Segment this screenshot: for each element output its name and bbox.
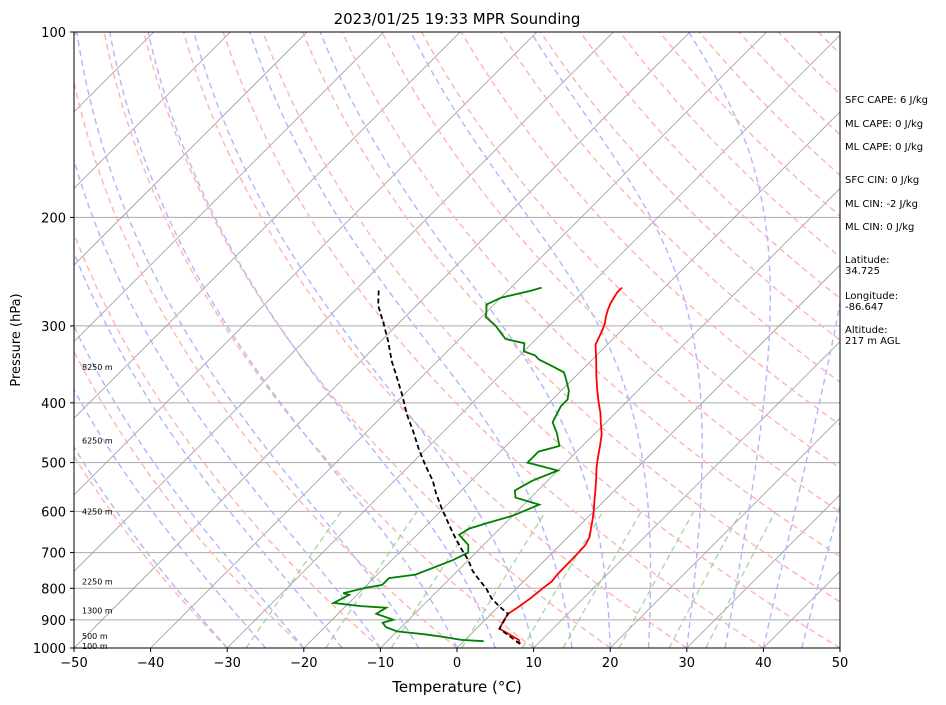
y-tick-label: 700 bbox=[41, 547, 66, 562]
mixing-ratio-line bbox=[461, 510, 547, 648]
x-tick-label: 50 bbox=[832, 656, 849, 671]
y-tick-label: 500 bbox=[41, 457, 66, 472]
isotherm-line bbox=[533, 341, 840, 648]
chart-title: 2023/01/25 19:33 MPR Sounding bbox=[334, 10, 581, 28]
y-tick-label: 900 bbox=[41, 614, 66, 629]
moist-adiabat-line bbox=[74, 250, 343, 648]
moist-adiabat-line bbox=[109, 32, 458, 648]
dry-adiabat-line bbox=[579, 32, 840, 300]
y-tick-label: 1000 bbox=[33, 642, 66, 657]
moist-adiabat-line bbox=[688, 32, 771, 648]
mixing-ratio-line bbox=[521, 510, 604, 648]
isotherm-line bbox=[74, 32, 614, 572]
height-label: 8250 m bbox=[82, 363, 113, 372]
isotherm-line bbox=[74, 32, 461, 419]
y-axis-label: Pressure (hPa) bbox=[9, 293, 24, 386]
sounding-lines bbox=[330, 286, 623, 645]
x-tick-label: 10 bbox=[525, 656, 542, 671]
moist-adiabat-line bbox=[76, 32, 420, 648]
height-label: 1300 m bbox=[82, 607, 113, 616]
latitude-value: 34.725 bbox=[845, 266, 880, 277]
isotherm-line bbox=[226, 34, 840, 648]
y-tick-label: 800 bbox=[41, 582, 66, 597]
x-tick-label: −30 bbox=[213, 656, 240, 671]
ml-cin-text-2: ML CIN: 0 J/kg bbox=[845, 222, 915, 233]
longitude-label: Longitude: bbox=[845, 291, 899, 302]
dry-adiabat-line bbox=[74, 231, 381, 648]
dewpoint-line bbox=[330, 286, 570, 643]
mixing-ratio-line bbox=[705, 510, 777, 648]
moist-adiabat-line bbox=[410, 32, 652, 648]
isotherm-line bbox=[74, 32, 231, 189]
sfc-cin-text: SFC CIN: 0 J/kg bbox=[845, 175, 920, 186]
isotherm-line bbox=[74, 32, 384, 343]
height-label: 4250 m bbox=[82, 507, 113, 516]
isotherm-line bbox=[303, 111, 840, 648]
y-tick-label: 100 bbox=[41, 26, 66, 41]
x-tick-label: 20 bbox=[602, 656, 619, 671]
moist-adiabat-line bbox=[530, 32, 703, 648]
dry-adiabat-line bbox=[262, 32, 840, 648]
isotherm-line bbox=[74, 32, 691, 648]
height-label: 6250 m bbox=[82, 436, 113, 445]
isotherm-line bbox=[456, 264, 840, 648]
isotherm-line bbox=[609, 417, 840, 648]
x-tick-label: −40 bbox=[137, 656, 164, 671]
x-tick-label: 0 bbox=[453, 656, 461, 671]
height-label: 2250 m bbox=[82, 578, 113, 587]
x-tick-label: −50 bbox=[60, 656, 87, 671]
mixing-ratio-line bbox=[562, 510, 642, 648]
y-tick-label: 300 bbox=[41, 320, 66, 335]
dry-adiabat-line bbox=[103, 32, 535, 648]
longitude-value: -86.647 bbox=[845, 302, 884, 313]
isotherm-line bbox=[74, 32, 308, 266]
moist-adiabat-line bbox=[249, 32, 573, 648]
moist-adiabat-line bbox=[801, 503, 840, 648]
sfc-cape-text: SFC CAPE: 6 J/kg bbox=[845, 95, 928, 106]
mixing-ratio-line bbox=[245, 510, 342, 648]
dry-adiabat-line bbox=[74, 349, 305, 648]
altitude-value: 217 m AGL bbox=[845, 336, 901, 347]
height-label: 100 m bbox=[82, 642, 108, 651]
mixing-ratio-line bbox=[668, 510, 742, 648]
y-tick-label: 600 bbox=[41, 505, 66, 520]
moist-adiabat-line bbox=[74, 445, 228, 648]
moist-adiabat-line bbox=[147, 32, 496, 648]
height-label: 500 m bbox=[82, 632, 108, 641]
ml-cape-text: ML CAPE: 0 J/kg bbox=[845, 119, 924, 130]
x-tick-label: −20 bbox=[290, 656, 317, 671]
x-tick-label: −10 bbox=[367, 656, 394, 671]
y-tick-label: 200 bbox=[41, 211, 66, 226]
x-axis-label: Temperature (°C) bbox=[391, 678, 521, 696]
axes: −50 −40 −30 −20 −10 0 10 20 30 40 50 100 200 300 400 50… bbox=[33, 26, 848, 671]
latitude-label: Latitude: bbox=[845, 255, 890, 266]
x-tick-label: 30 bbox=[679, 656, 696, 671]
isotherm-line bbox=[150, 32, 767, 648]
isotherm-line bbox=[380, 187, 840, 648]
moist-adiabat-line bbox=[319, 32, 611, 648]
dry-adiabat-line bbox=[143, 32, 611, 648]
isotherm-line bbox=[74, 32, 538, 496]
altitude-label: Altitude: bbox=[845, 325, 888, 336]
isotherm-line bbox=[686, 494, 840, 648]
dry-adiabat-line bbox=[74, 79, 458, 648]
temperature-line bbox=[498, 286, 623, 645]
y-tick-label: 400 bbox=[41, 397, 66, 412]
ml-cape-text-2: ML CAPE: 0 J/kg bbox=[845, 142, 924, 153]
x-tick-label: 40 bbox=[755, 656, 772, 671]
moist-adiabat-line bbox=[762, 300, 840, 648]
mixing-ratio-line bbox=[390, 510, 480, 648]
mixing-ratio-line bbox=[618, 510, 695, 648]
dry-adiabat-line bbox=[182, 32, 688, 648]
ml-cin-text: ML CIN: -2 J/kg bbox=[845, 199, 918, 210]
